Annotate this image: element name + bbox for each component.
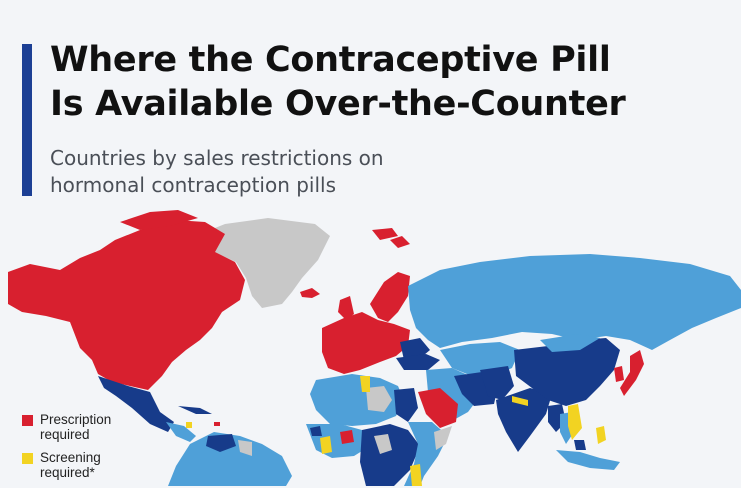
egypt	[394, 388, 418, 422]
russia	[408, 254, 741, 350]
uk	[338, 296, 354, 320]
libya-nodata	[366, 386, 392, 412]
somalia-nodata	[434, 426, 452, 450]
saudi-arabia	[418, 388, 458, 428]
greenland	[205, 218, 330, 308]
nepal-yellow	[512, 396, 528, 406]
arctic-islands	[120, 210, 198, 230]
russia-north-islands	[372, 228, 398, 240]
indonesia	[556, 450, 620, 470]
legend-item-prescription: Prescription required	[22, 412, 150, 442]
guyana	[238, 440, 252, 456]
morocco-yellow	[360, 376, 370, 392]
china	[514, 338, 620, 406]
legend-label-screening: Screening required*	[40, 450, 101, 480]
mongolia	[540, 334, 600, 352]
svalbard	[390, 236, 410, 248]
subtitle-line-1: Countries by sales restrictions on	[50, 146, 384, 170]
chart-title: Where the Contraceptive Pill Is Availabl…	[50, 38, 730, 126]
title-line-2: Is Available Over-the-Counter	[50, 84, 626, 124]
afghanistan-pakistan	[480, 366, 514, 400]
legend-swatch-prescription	[22, 415, 33, 426]
iceland	[300, 288, 320, 298]
west-africa-yellow	[320, 436, 332, 454]
korea	[614, 366, 624, 382]
nigeria-red	[340, 430, 354, 444]
vietnam	[568, 404, 582, 440]
west-africa-dark	[310, 426, 322, 436]
east-africa-yellow	[410, 464, 422, 486]
caribbean-cuba	[178, 406, 212, 414]
legend-item-screening: Screening required*	[22, 450, 150, 480]
accent-bar	[22, 44, 32, 196]
central-america	[166, 422, 196, 442]
scandinavia	[370, 272, 410, 322]
title-line-1: Where the Contraceptive Pill	[50, 40, 611, 80]
mexico	[98, 376, 174, 432]
north-america	[8, 220, 245, 390]
turkey	[396, 354, 440, 370]
venezuela	[206, 434, 236, 452]
philippines	[596, 426, 606, 444]
caribbean-yellow	[186, 422, 192, 428]
europe-west	[322, 312, 410, 374]
legend-label-prescription: Prescription required	[40, 412, 112, 442]
world-map	[8, 210, 741, 486]
south-america-north	[168, 432, 292, 486]
legend: Prescription required Screening required…	[22, 412, 150, 488]
india	[496, 388, 552, 452]
chart-subtitle: Countries by sales restrictions on hormo…	[50, 145, 650, 199]
caribbean-island	[214, 422, 220, 426]
central-africa	[360, 424, 420, 486]
africa-nodata	[374, 434, 392, 454]
legend-swatch-screening	[22, 453, 33, 464]
subtitle-line-2: hormonal contraception pills	[50, 173, 337, 197]
malaysia-dark	[574, 440, 586, 450]
japan	[620, 350, 644, 396]
